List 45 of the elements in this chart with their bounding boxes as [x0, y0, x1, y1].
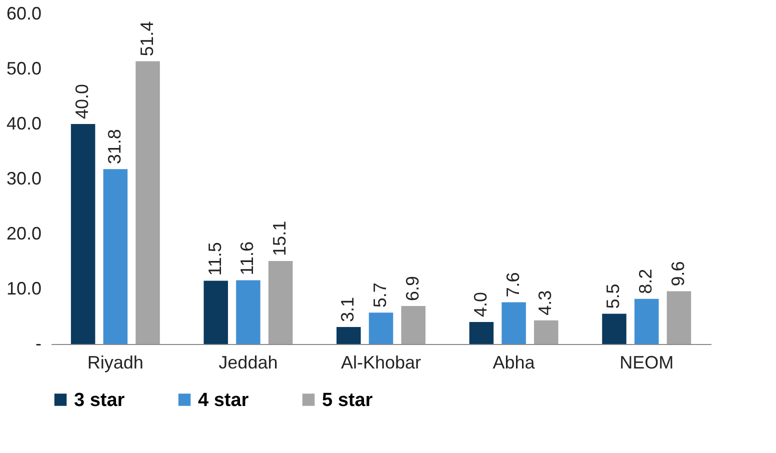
- y-tick-label: 10.0: [6, 278, 42, 298]
- text: 4.3: [535, 290, 556, 316]
- bar: [666, 291, 692, 344]
- bar: [502, 302, 526, 344]
- y-tick-label: 20.0: [6, 224, 42, 244]
- bar: [368, 312, 394, 344]
- y-tick-label: 50.0: [6, 58, 42, 78]
- bar: [634, 298, 659, 344]
- x-tick-label: Riyadh: [87, 352, 144, 372]
- bar: [268, 260, 293, 344]
- text: 15.1: [270, 220, 290, 256]
- text: 3.1: [338, 296, 358, 322]
- x-tick-label: Abha: [492, 352, 536, 372]
- bar: [70, 124, 96, 344]
- text: 7.6: [502, 272, 523, 298]
- legend-label: 4 star: [198, 390, 250, 411]
- x-tick-label: Al-Khobar: [340, 352, 422, 372]
- bar: [336, 326, 361, 344]
- bar: [103, 169, 128, 344]
- y-tick-label: -: [36, 334, 42, 354]
- text: 51.4: [136, 21, 157, 56]
- text: 6.9: [402, 276, 422, 302]
- bar: [401, 306, 426, 344]
- bar: [236, 280, 260, 344]
- x-tick-label: Jeddah: [218, 352, 278, 372]
- bar: [602, 314, 626, 344]
- bar: [204, 280, 228, 344]
- text: 40.0: [72, 84, 92, 119]
- legend-label: 3 star: [74, 390, 126, 411]
- text: 5.5: [603, 284, 624, 309]
- text: 31.8: [104, 129, 124, 164]
- x-tick-label: NEOM: [620, 352, 674, 372]
- legend-label: 5 star: [322, 390, 374, 411]
- y-tick-label: 30.0: [6, 168, 42, 188]
- y-tick-label: 40.0: [6, 114, 42, 134]
- text: 11.5: [204, 242, 225, 276]
- text: 9.6: [668, 261, 688, 286]
- y-tick-label: 60.0: [6, 4, 42, 24]
- text: 8.2: [636, 268, 656, 294]
- bar: [534, 320, 558, 344]
- text: 11.6: [237, 241, 258, 276]
- text: 4.0: [470, 292, 490, 317]
- bar: [136, 61, 160, 344]
- bar: [469, 322, 494, 344]
- text: 5.7: [370, 282, 390, 308]
